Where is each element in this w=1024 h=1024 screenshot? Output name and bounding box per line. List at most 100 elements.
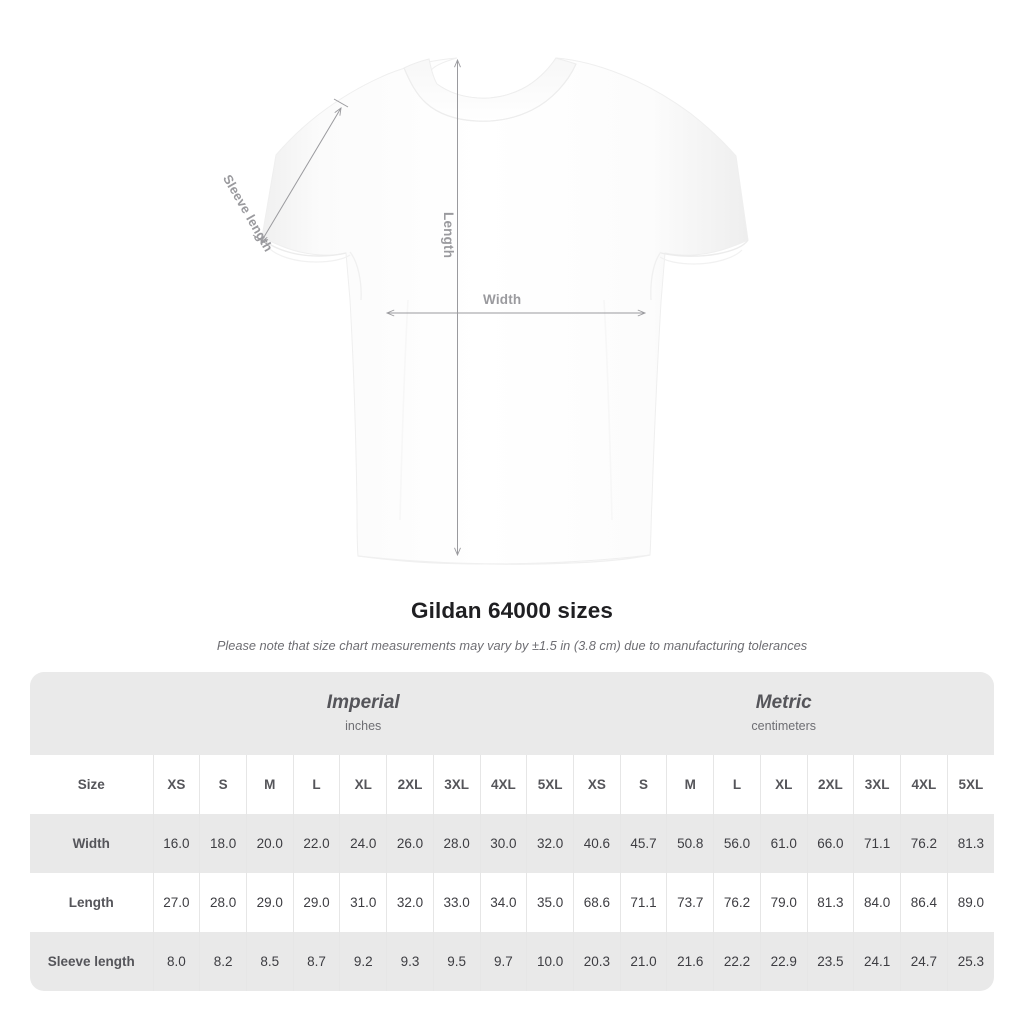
size-header-cell-metric-l: L: [713, 755, 761, 814]
cell-sleeve-length-metric-2xl: 23.5: [806, 932, 854, 991]
cell-length-imperial-5xl: 35.0: [526, 873, 574, 932]
unit-group-metric: Metric centimeters: [573, 672, 994, 755]
row-label-sleeve-length: Sleeve length: [30, 932, 153, 991]
cell-sleeve-length-imperial-4xl: 9.7: [479, 932, 527, 991]
sleeve-guide-line: [261, 108, 341, 242]
size-header-cell-imperial-4xl: 4XL: [479, 755, 527, 814]
cell-width-metric-2xl: 66.0: [806, 814, 854, 873]
cell-length-imperial-xs: 27.0: [152, 873, 200, 932]
unit-banner-spacer: [30, 672, 153, 755]
size-header-row: Size XS S M L XL 2XL 3XL 4XL 5XL XS S M L XL 2XL 3XL 4XL 5…: [30, 755, 994, 814]
table-row: Width 16.0 18.0 20.0 22.0 24.0 26.0 28.0 30.0 32.…: [30, 814, 994, 873]
cell-length-metric-5xl: 89.0: [946, 873, 994, 932]
size-header-cell-imperial-s: S: [199, 755, 247, 814]
cell-sleeve-length-imperial-s: 8.2: [199, 932, 247, 991]
size-header-cell-imperial-2xl: 2XL: [386, 755, 434, 814]
size-header-cell-metric-xl: XL: [759, 755, 808, 814]
unit-banner-row: Imperial inches Metric centimeters: [30, 672, 994, 755]
unit-group-metric-name: Metric: [755, 692, 812, 714]
cell-width-imperial-l: 22.0: [292, 814, 340, 873]
unit-group-imperial-name: Imperial: [326, 692, 400, 714]
cell-length-imperial-4xl: 34.0: [479, 873, 527, 932]
cell-length-imperial-m: 29.0: [245, 873, 294, 932]
cell-length-imperial-2xl: 32.0: [386, 873, 434, 932]
size-header-cell-imperial-m: M: [245, 755, 294, 814]
cell-width-imperial-2xl: 26.0: [386, 814, 434, 873]
cell-width-imperial-m: 20.0: [245, 814, 294, 873]
cell-sleeve-length-imperial-l: 8.7: [292, 932, 340, 991]
cell-length-metric-m: 73.7: [666, 873, 714, 932]
unit-group-metric-sub: centimeters: [751, 719, 817, 733]
cell-width-imperial-4xl: 30.0: [479, 814, 527, 873]
cell-sleeve-length-metric-l: 22.2: [713, 932, 761, 991]
size-header-cell-imperial-xl: XL: [339, 755, 387, 814]
tolerance-note: Please note that size chart measurements…: [216, 638, 808, 653]
sleeve-tick-bottom: [252, 234, 268, 245]
tshirt-illustration: Sleeve length Length Width: [220, 57, 749, 565]
tshirt-graphic: [252, 57, 749, 565]
size-header-label: Size: [30, 755, 153, 814]
table-row: Length 27.0 28.0 29.0 29.0 31.0 32.0 33.0 34.0 35…: [30, 873, 994, 932]
size-header-cell-metric-5xl: 5XL: [946, 755, 994, 814]
cell-sleeve-length-metric-4xl: 24.7: [900, 932, 948, 991]
cell-length-metric-3xl: 84.0: [853, 873, 901, 932]
cell-width-imperial-5xl: 32.0: [526, 814, 574, 873]
cell-length-metric-xl: 79.0: [759, 873, 808, 932]
size-header-cell-metric-m: M: [666, 755, 714, 814]
width-label: Width: [483, 292, 522, 307]
cell-sleeve-length-metric-xs: 20.3: [572, 932, 621, 991]
cell-sleeve-length-metric-s: 21.0: [619, 932, 667, 991]
size-chart-table-container: Imperial inches Metric centimeters Size X…: [30, 672, 994, 991]
unit-group-imperial-sub: inches: [345, 719, 382, 733]
cell-length-metric-4xl: 86.4: [900, 873, 948, 932]
cell-width-imperial-3xl: 28.0: [432, 814, 481, 873]
cell-length-imperial-3xl: 33.0: [432, 873, 481, 932]
cell-width-metric-xs: 40.6: [572, 814, 621, 873]
cell-length-imperial-xl: 31.0: [339, 873, 387, 932]
cell-length-imperial-l: 29.0: [292, 873, 340, 932]
measurement-guides: [252, 60, 645, 555]
cell-sleeve-length-imperial-m: 8.5: [245, 932, 294, 991]
cell-width-metric-m: 50.8: [666, 814, 714, 873]
row-label-width: Width: [30, 814, 153, 873]
cell-sleeve-length-imperial-2xl: 9.3: [386, 932, 434, 991]
cell-sleeve-length-imperial-xl: 9.2: [339, 932, 387, 991]
shirt-body-shape: [261, 57, 749, 565]
size-header-cell-metric-4xl: 4XL: [900, 755, 948, 814]
cell-width-metric-l: 56.0: [713, 814, 761, 873]
cell-width-metric-5xl: 81.3: [946, 814, 994, 873]
cell-sleeve-length-metric-3xl: 24.1: [853, 932, 901, 991]
cell-length-imperial-s: 28.0: [199, 873, 247, 932]
table-row: Sleeve length 8.0 8.2 8.5 8.7 9.2 9.3 9.5 9.7 10.…: [30, 932, 994, 991]
size-header-cell-metric-xs: XS: [572, 755, 621, 814]
cell-width-metric-4xl: 76.2: [900, 814, 948, 873]
cell-sleeve-length-imperial-3xl: 9.5: [432, 932, 481, 991]
size-header-cell-metric-3xl: 3XL: [853, 755, 901, 814]
size-header-cell-imperial-l: L: [292, 755, 340, 814]
size-header-cell-imperial-5xl: 5XL: [526, 755, 574, 814]
sleeve-tick-top: [333, 98, 349, 108]
cell-width-imperial-xs: 16.0: [152, 814, 200, 873]
cell-length-metric-l: 76.2: [713, 873, 761, 932]
cell-length-metric-2xl: 81.3: [806, 873, 854, 932]
cell-sleeve-length-metric-5xl: 25.3: [946, 932, 994, 991]
cell-length-metric-xs: 68.6: [572, 873, 621, 932]
size-header-cell-metric-s: S: [619, 755, 667, 814]
size-header-cell-imperial-3xl: 3XL: [432, 755, 481, 814]
page-title: Gildan 64000 sizes: [411, 598, 613, 623]
cell-width-metric-3xl: 71.1: [853, 814, 901, 873]
cell-sleeve-length-imperial-5xl: 10.0: [526, 932, 574, 991]
length-label: Length: [441, 212, 456, 259]
cell-width-imperial-xl: 24.0: [339, 814, 387, 873]
unit-group-imperial: Imperial inches: [153, 672, 574, 755]
row-label-length: Length: [30, 873, 153, 932]
size-header-cell-imperial-xs: XS: [152, 755, 200, 814]
cell-length-metric-s: 71.1: [619, 873, 667, 932]
chart-header: Gildan 64000 sizes Please note that size…: [0, 598, 1024, 653]
cell-sleeve-length-metric-xl: 22.9: [759, 932, 808, 991]
size-chart-table: Imperial inches Metric centimeters Size X…: [30, 672, 994, 991]
cell-width-metric-xl: 61.0: [759, 814, 808, 873]
cell-sleeve-length-imperial-xs: 8.0: [152, 932, 200, 991]
cell-width-metric-s: 45.7: [619, 814, 667, 873]
size-header-cell-metric-2xl: 2XL: [806, 755, 854, 814]
